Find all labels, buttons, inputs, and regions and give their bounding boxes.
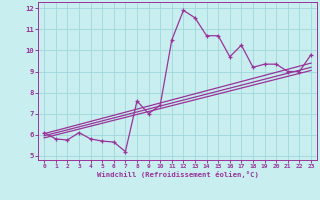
X-axis label: Windchill (Refroidissement éolien,°C): Windchill (Refroidissement éolien,°C): [97, 171, 259, 178]
